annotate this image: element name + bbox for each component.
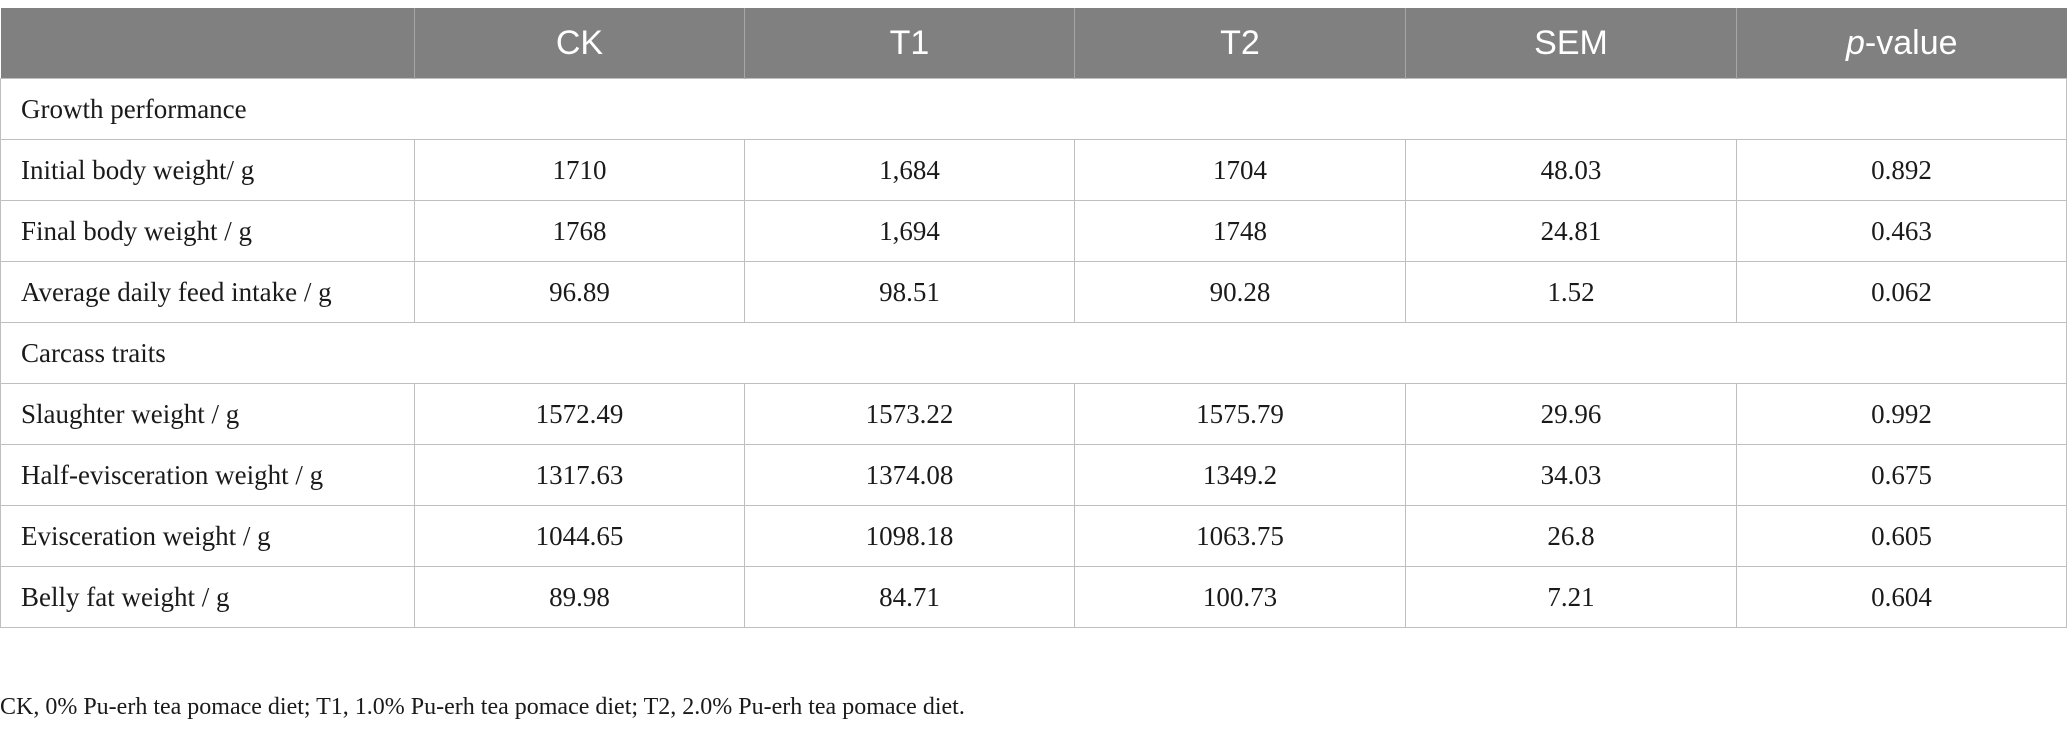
cell-p-value: 0.675 bbox=[1736, 444, 2067, 506]
table-row: Half-evisceration weight / g 1317.63 137… bbox=[0, 444, 2067, 506]
section-row-carcass-traits: Carcass traits bbox=[0, 322, 2067, 384]
cell-t1: 98.51 bbox=[744, 261, 1075, 323]
cell-p-value: 0.463 bbox=[1736, 200, 2067, 262]
cell-p-value: 0.605 bbox=[1736, 505, 2067, 567]
cell-ck: 89.98 bbox=[414, 566, 745, 628]
row-label: Evisceration weight / g bbox=[0, 505, 415, 567]
header-cell-p-value: p-value bbox=[1736, 8, 2067, 79]
cell-p-value: 0.062 bbox=[1736, 261, 2067, 323]
row-label: Half-evisceration weight / g bbox=[0, 444, 415, 506]
section-row-growth-performance: Growth performance bbox=[0, 78, 2067, 140]
table-row: Belly fat weight / g 89.98 84.71 100.73 … bbox=[0, 566, 2067, 628]
cell-ck: 1710 bbox=[414, 139, 745, 201]
row-label: Slaughter weight / g bbox=[0, 383, 415, 445]
row-label: Initial body weight/ g bbox=[0, 139, 415, 201]
table-row: Slaughter weight / g 1572.49 1573.22 157… bbox=[0, 383, 2067, 445]
header-cell-t1: T1 bbox=[744, 8, 1075, 79]
table-header: CK T1 T2 SEM p-value bbox=[0, 8, 2067, 79]
header-cell-sem: SEM bbox=[1405, 8, 1737, 79]
p-italic: p bbox=[1845, 23, 1865, 62]
cell-ck: 1317.63 bbox=[414, 444, 745, 506]
cell-t2: 1748 bbox=[1074, 200, 1406, 262]
data-table-container: CK T1 T2 SEM p-value Growth performance … bbox=[0, 8, 2067, 628]
cell-t1: 1098.18 bbox=[744, 505, 1075, 567]
cell-p-value: 0.604 bbox=[1736, 566, 2067, 628]
cell-t2: 1349.2 bbox=[1074, 444, 1406, 506]
cell-ck: 1768 bbox=[414, 200, 745, 262]
cell-t2: 1575.79 bbox=[1074, 383, 1406, 445]
cell-ck: 1572.49 bbox=[414, 383, 745, 445]
cell-p-value: 0.892 bbox=[1736, 139, 2067, 201]
cell-t2: 90.28 bbox=[1074, 261, 1406, 323]
table-row: Average daily feed intake / g 96.89 98.5… bbox=[0, 261, 2067, 323]
cell-sem: 48.03 bbox=[1405, 139, 1737, 201]
p-value-suffix: -value bbox=[1864, 23, 1958, 62]
cell-t1: 1573.22 bbox=[744, 383, 1075, 445]
cell-t2: 1063.75 bbox=[1074, 505, 1406, 567]
row-label: Belly fat weight / g bbox=[0, 566, 415, 628]
table-footnote: CK, 0% Pu-erh tea pomace diet; T1, 1.0% … bbox=[0, 694, 965, 720]
section-title: Carcass traits bbox=[0, 322, 2067, 384]
table-row: Evisceration weight / g 1044.65 1098.18 … bbox=[0, 505, 2067, 567]
row-label: Final body weight / g bbox=[0, 200, 415, 262]
cell-sem: 1.52 bbox=[1405, 261, 1737, 323]
row-label: Average daily feed intake / g bbox=[0, 261, 415, 323]
table-row: Final body weight / g 1768 1,694 1748 24… bbox=[0, 200, 2067, 262]
header-cell-t2: T2 bbox=[1074, 8, 1406, 79]
data-table: CK T1 T2 SEM p-value Growth performance … bbox=[0, 8, 2067, 628]
cell-ck: 96.89 bbox=[414, 261, 745, 323]
cell-t1: 1,684 bbox=[744, 139, 1075, 201]
cell-t2: 1704 bbox=[1074, 139, 1406, 201]
header-cell-ck: CK bbox=[414, 8, 745, 79]
cell-t2: 100.73 bbox=[1074, 566, 1406, 628]
cell-t1: 1,694 bbox=[744, 200, 1075, 262]
cell-ck: 1044.65 bbox=[414, 505, 745, 567]
cell-sem: 7.21 bbox=[1405, 566, 1737, 628]
header-row: CK T1 T2 SEM p-value bbox=[0, 8, 2067, 79]
cell-t1: 84.71 bbox=[744, 566, 1075, 628]
cell-sem: 24.81 bbox=[1405, 200, 1737, 262]
table-row: Initial body weight/ g 1710 1,684 1704 4… bbox=[0, 139, 2067, 201]
cell-p-value: 0.992 bbox=[1736, 383, 2067, 445]
cell-sem: 26.8 bbox=[1405, 505, 1737, 567]
cell-t1: 1374.08 bbox=[744, 444, 1075, 506]
header-cell-label bbox=[0, 8, 415, 79]
cell-sem: 34.03 bbox=[1405, 444, 1737, 506]
section-title: Growth performance bbox=[0, 78, 2067, 140]
cell-sem: 29.96 bbox=[1405, 383, 1737, 445]
table-body: Growth performance Initial body weight/ … bbox=[0, 78, 2067, 628]
